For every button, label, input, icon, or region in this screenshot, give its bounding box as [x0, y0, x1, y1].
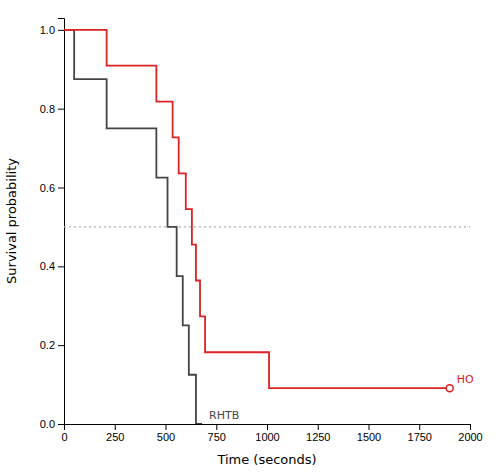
y-tick-mark: [58, 345, 64, 346]
x-tick-label: 1000: [255, 431, 279, 443]
survival-curve: [64, 30, 202, 424]
x-tick: 1250: [306, 424, 330, 443]
y-tick-label: 0.0: [40, 418, 55, 430]
chart: 0250500750100012501500175020000.00.20.40…: [0, 0, 500, 476]
x-tick-mark: [318, 424, 319, 430]
y-axis: 0.0 0.2 0.4 0.6 0.8 1.0: [40, 19, 65, 431]
x-tick: 750: [208, 424, 226, 443]
x-tick-label: 2000: [458, 431, 482, 443]
y-tick-mark: [58, 109, 64, 110]
y-tick-mark: [58, 30, 64, 31]
reference-line: [64, 226, 470, 227]
y-tick: 0.6: [40, 182, 64, 194]
x-tick: 1000: [255, 424, 279, 443]
y-tick-mark: [58, 424, 64, 425]
x-tick: 2000: [458, 424, 482, 443]
x-tick-mark: [216, 424, 217, 430]
marks: [64, 30, 470, 424]
plot-area: 0250500750100012501500175020000.00.20.40…: [40, 19, 483, 443]
x-tick-label: 0: [61, 431, 67, 443]
survival-curve: [64, 30, 450, 388]
series-label: RHTB: [209, 409, 239, 422]
x-axis-line: [65, 425, 471, 431]
x-tick-mark: [115, 424, 116, 430]
y-tick: 0.2: [40, 339, 64, 351]
y-tick-label: 0.4: [40, 260, 55, 272]
x-tick-label: 1750: [408, 431, 432, 443]
x-tick-mark: [166, 424, 167, 430]
x-tick-mark: [369, 424, 370, 430]
y-tick-mark: [58, 266, 64, 267]
x-axis-title: Time (seconds): [216, 452, 316, 467]
x-tick-label: 250: [106, 431, 124, 443]
x-tick-mark: [419, 424, 420, 430]
y-tick: 0.4: [40, 260, 64, 272]
x-tick-label: 1500: [357, 431, 381, 443]
x-tick-label: 750: [208, 431, 226, 443]
series-label: HO: [457, 373, 474, 386]
y-axis-line: [58, 19, 65, 425]
y-tick: 1.0: [40, 24, 64, 36]
x-tick-mark: [470, 424, 471, 430]
x-tick: 250: [106, 424, 124, 443]
x-tick-label: 1250: [306, 431, 330, 443]
y-axis-title: Survival probability: [4, 158, 19, 284]
censor-mark: [446, 385, 453, 392]
x-tick: 500: [157, 424, 175, 443]
y-tick-mark: [58, 187, 64, 188]
series-labels: RHTB HO: [209, 373, 474, 422]
y-tick-label: 1.0: [40, 24, 55, 36]
x-tick: 1500: [357, 424, 381, 443]
y-tick-label: 0.8: [40, 103, 55, 115]
x-tick: 1750: [408, 424, 432, 443]
x-tick-label: 500: [157, 431, 175, 443]
y-tick: 0.0: [40, 418, 64, 430]
y-tick: 0.8: [40, 103, 64, 115]
y-tick-label: 0.2: [40, 339, 55, 351]
x-tick: 0: [61, 424, 67, 443]
y-tick-label: 0.6: [40, 182, 55, 194]
x-tick-mark: [267, 424, 268, 430]
x-axis: 0 250 500 750 1000 1250 1500 1750 2000: [61, 424, 482, 443]
